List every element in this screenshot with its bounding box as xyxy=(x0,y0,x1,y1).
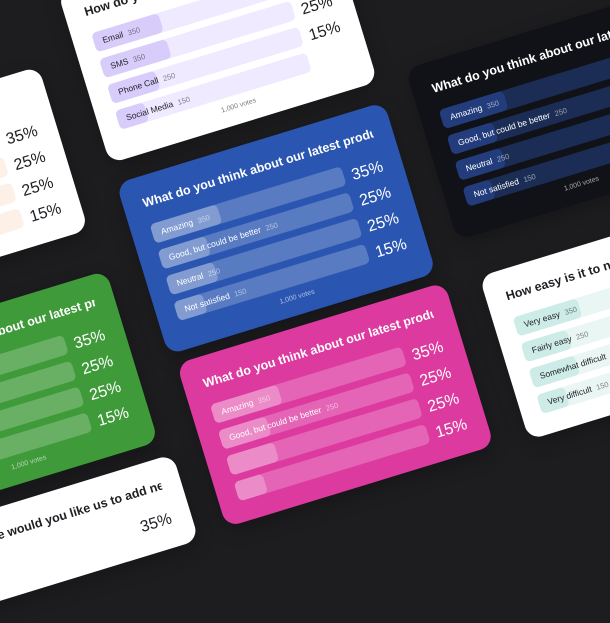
poll-option-percent: 25% xyxy=(79,352,116,379)
poll-option-count: 250 xyxy=(324,400,340,413)
poll-option-percent: 35% xyxy=(4,122,40,149)
poll-card-dark: What do you think about our latest produ… xyxy=(405,0,610,241)
poll-option-label: Not satisfied xyxy=(472,176,521,200)
poll-option-count: 250 xyxy=(206,266,222,279)
poll-option-label: Not satisfied xyxy=(183,290,231,314)
poll-option-percent: 15% xyxy=(373,235,409,262)
poll-option[interactable] xyxy=(0,208,25,280)
poll-option-percent: 25% xyxy=(357,184,394,210)
poll-option-percent: 25% xyxy=(19,174,56,201)
poll-option-count: 350 xyxy=(196,212,211,226)
poll-option-count: 150 xyxy=(176,94,192,107)
poll-option-count: 150 xyxy=(522,171,537,185)
poll-option-row: 15% xyxy=(0,196,64,280)
poll-option-count: 350 xyxy=(485,98,501,111)
poll-option-count: 250 xyxy=(574,329,590,342)
poll-option-count: 250 xyxy=(495,151,511,164)
poll-option-percent: 35% xyxy=(349,158,386,184)
poll-option-label: Very difficult xyxy=(546,383,593,407)
poll-option-percent: 15% xyxy=(95,404,132,430)
poll-option-count: 150 xyxy=(595,379,610,392)
poll-option-percent: 35% xyxy=(138,510,174,537)
poll-option-count: 250 xyxy=(161,70,177,84)
poll-option-count: 350 xyxy=(256,393,272,406)
poll-option-count: 150 xyxy=(233,286,248,299)
poll-option-count: 350 xyxy=(563,304,579,317)
poll-option-percent: 15% xyxy=(433,416,470,442)
poll-option-count: 350 xyxy=(126,25,142,38)
poll-card-mint: How easy is it to navigate ourVery easy3… xyxy=(479,197,610,441)
poll-option-percent: 15% xyxy=(306,18,343,45)
poll-option-percent: 15% xyxy=(27,200,64,226)
poll-option-percent: 25% xyxy=(87,378,124,405)
poll-option-fill xyxy=(233,473,269,502)
poll-option-percent: 35% xyxy=(71,326,108,353)
poll-card-peach: What do you think about our35%25%25%15% xyxy=(0,66,89,306)
poll-option-percent: 25% xyxy=(365,209,402,236)
poll-option-percent: 25% xyxy=(425,390,462,416)
poll-option-label: Social Media xyxy=(124,98,175,123)
poll-option-count: 250 xyxy=(264,220,279,233)
poll-option-count: 350 xyxy=(131,51,147,65)
poll-option-fill xyxy=(0,556,11,596)
poll-option-percent: 25% xyxy=(417,364,454,390)
poll-option-label-wrap: Very difficult 150 xyxy=(546,378,610,409)
poll-option-count: 250 xyxy=(553,105,569,119)
poll-option-percent: 35% xyxy=(409,338,446,365)
poll-option-percent: 25% xyxy=(12,148,48,175)
